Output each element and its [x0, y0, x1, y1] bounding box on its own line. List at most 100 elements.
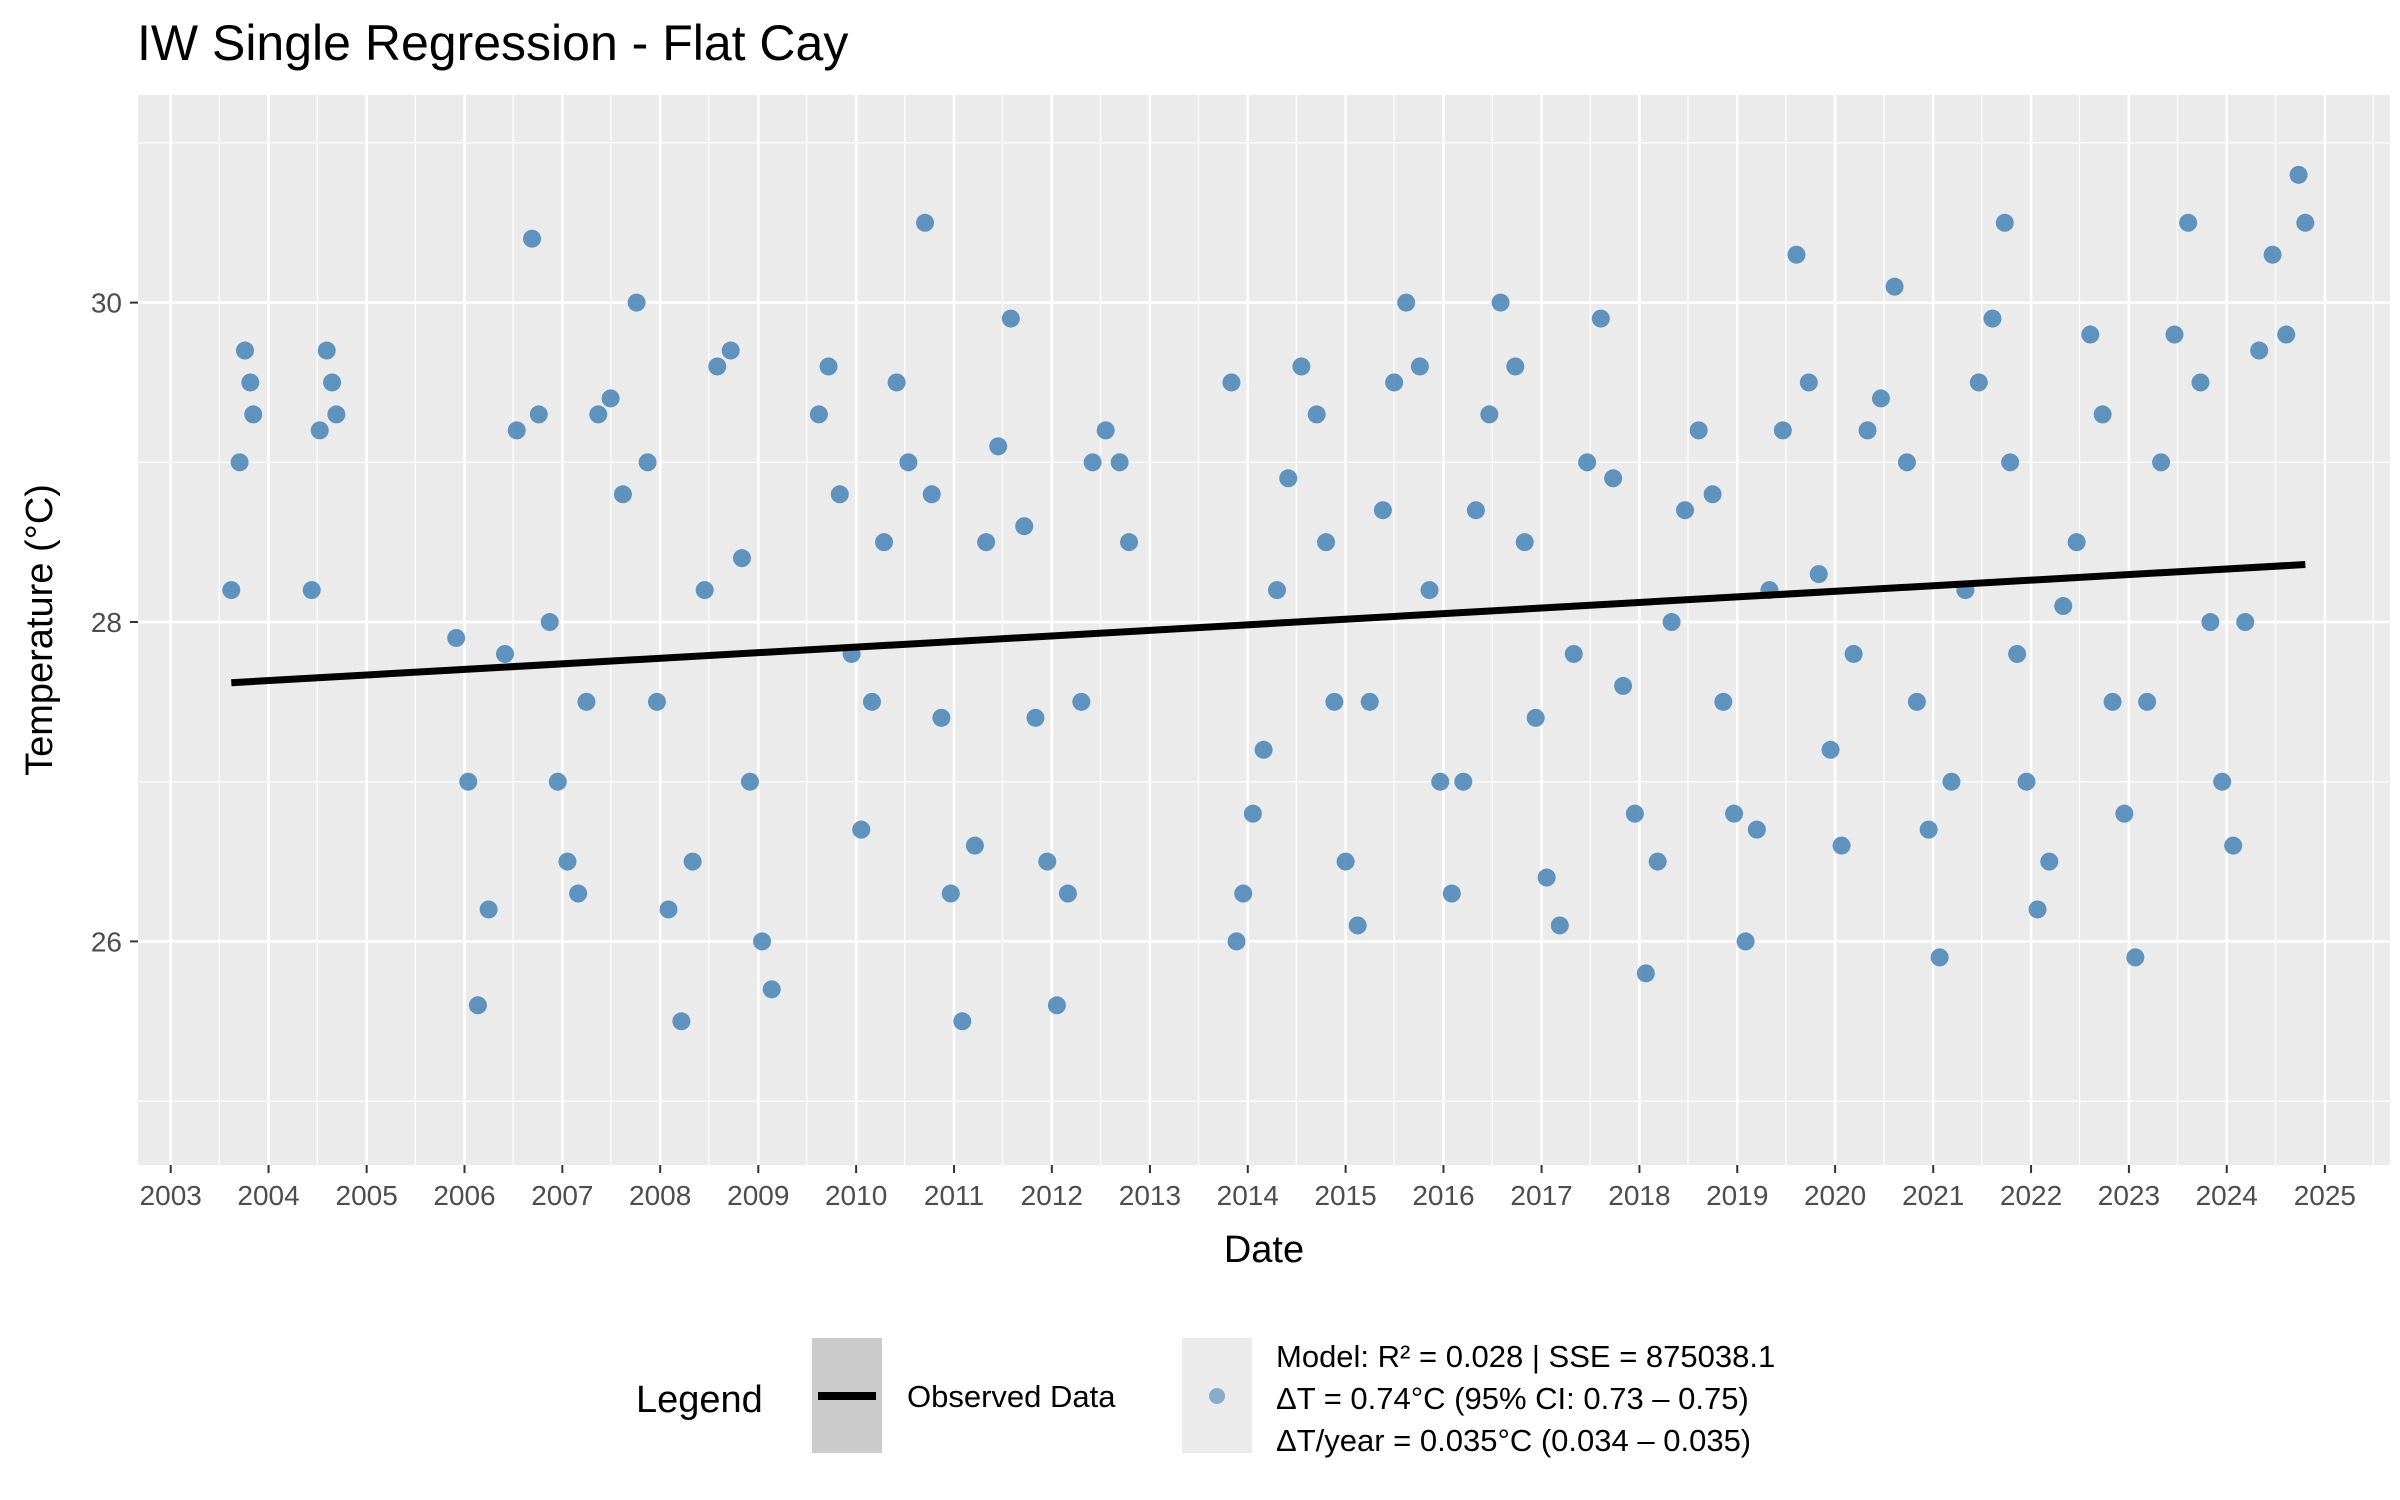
data-point — [1714, 692, 1733, 711]
data-point — [317, 341, 336, 360]
data-point — [459, 772, 478, 791]
x-tick-label: 2012 — [1021, 1180, 1083, 1211]
x-tick-label: 2016 — [1412, 1180, 1474, 1211]
data-point — [1858, 421, 1877, 440]
data-point — [1591, 309, 1610, 328]
x-tick-label: 2015 — [1314, 1180, 1376, 1211]
data-point — [529, 405, 548, 424]
x-tick-label: 2006 — [433, 1180, 495, 1211]
data-point — [1675, 501, 1694, 520]
data-point — [1222, 373, 1241, 392]
data-point — [2165, 325, 2184, 344]
data-point — [1336, 852, 1355, 871]
data-point — [1897, 453, 1916, 472]
data-point — [2028, 900, 2047, 919]
data-point — [1420, 581, 1439, 600]
x-tick-label: 2021 — [1902, 1180, 1964, 1211]
data-point — [2152, 453, 2171, 472]
legend-key-point — [1209, 1388, 1225, 1404]
data-point — [1773, 421, 1792, 440]
data-point — [2008, 644, 2027, 663]
data-point — [852, 820, 871, 839]
data-point — [1689, 421, 1708, 440]
data-point — [447, 628, 466, 647]
x-tick-label: 2020 — [1804, 1180, 1866, 1211]
data-point — [540, 613, 559, 632]
data-point — [732, 549, 751, 568]
data-point — [708, 357, 727, 376]
data-point — [1747, 820, 1766, 839]
x-tick-label: 2009 — [727, 1180, 789, 1211]
data-point — [1515, 533, 1534, 552]
data-point — [2115, 804, 2134, 823]
data-point — [2017, 772, 2036, 791]
data-point — [1885, 277, 1904, 296]
legend: Legend Observed Data Model: R² = 0.028 |… — [636, 1338, 1775, 1458]
data-point — [1120, 533, 1139, 552]
data-point — [507, 421, 526, 440]
y-axis-ticks: 26 28 30 — [91, 288, 138, 957]
x-tick-label: 2008 — [629, 1180, 691, 1211]
data-point — [1995, 213, 2014, 232]
data-point — [241, 373, 260, 392]
data-point — [1072, 692, 1091, 711]
data-point — [1373, 501, 1392, 520]
data-point — [932, 708, 951, 727]
data-point — [244, 405, 263, 424]
x-tick-label: 2014 — [1217, 1180, 1279, 1211]
legend-model-line-3: ΔT/year = 0.035°C (0.034 – 0.035) — [1276, 1423, 1751, 1458]
data-point — [569, 884, 588, 903]
data-point — [1942, 772, 1961, 791]
data-point — [1096, 421, 1115, 440]
x-tick-label: 2023 — [2098, 1180, 2160, 1211]
data-point — [647, 692, 666, 711]
legend-model-line-2: ΔT = 0.74°C (95% CI: 0.73 – 0.75) — [1276, 1381, 1749, 1416]
data-point — [230, 453, 249, 472]
data-point — [1026, 708, 1045, 727]
data-point — [1083, 453, 1102, 472]
data-point — [819, 357, 838, 376]
data-point — [659, 900, 678, 919]
data-point — [2296, 213, 2315, 232]
data-point — [1360, 692, 1379, 711]
data-point — [1564, 644, 1583, 663]
data-point — [989, 437, 1008, 456]
regression-line — [231, 561, 2306, 687]
data-point — [1307, 405, 1326, 424]
data-point — [1787, 245, 1806, 264]
data-point — [1227, 932, 1246, 951]
data-points — [222, 165, 2315, 1031]
data-point — [1243, 804, 1262, 823]
x-tick-label: 2019 — [1706, 1180, 1768, 1211]
data-point — [1058, 884, 1077, 903]
x-tick-label: 2004 — [237, 1180, 299, 1211]
data-point — [740, 772, 759, 791]
data-point — [1431, 772, 1450, 791]
chart-title: IW Single Regression - Flat Cay — [137, 15, 848, 71]
data-point — [965, 836, 984, 855]
data-point — [1662, 613, 1681, 632]
x-axis-title: Date — [1224, 1229, 1304, 1271]
data-point — [922, 485, 941, 504]
data-point — [1550, 916, 1569, 935]
data-point — [2054, 597, 2073, 616]
data-point — [1397, 293, 1416, 312]
data-point — [2250, 341, 2269, 360]
data-point — [1410, 357, 1429, 376]
data-point — [1038, 852, 1057, 871]
x-tick-label: 2007 — [531, 1180, 593, 1211]
data-point — [2179, 213, 2198, 232]
data-point — [468, 996, 487, 1015]
x-tick-label: 2011 — [924, 1180, 984, 1211]
data-point — [577, 692, 596, 711]
x-tick-label: 2017 — [1510, 1180, 1572, 1211]
data-point — [862, 692, 881, 711]
data-point — [2236, 613, 2255, 632]
data-point — [235, 341, 254, 360]
data-point — [1907, 692, 1926, 711]
data-point — [323, 373, 342, 392]
legend-label-observed: Observed Data — [907, 1379, 1116, 1414]
x-tick-label: 2024 — [2196, 1180, 2258, 1211]
data-point — [1047, 996, 1066, 1015]
data-point — [2001, 453, 2020, 472]
